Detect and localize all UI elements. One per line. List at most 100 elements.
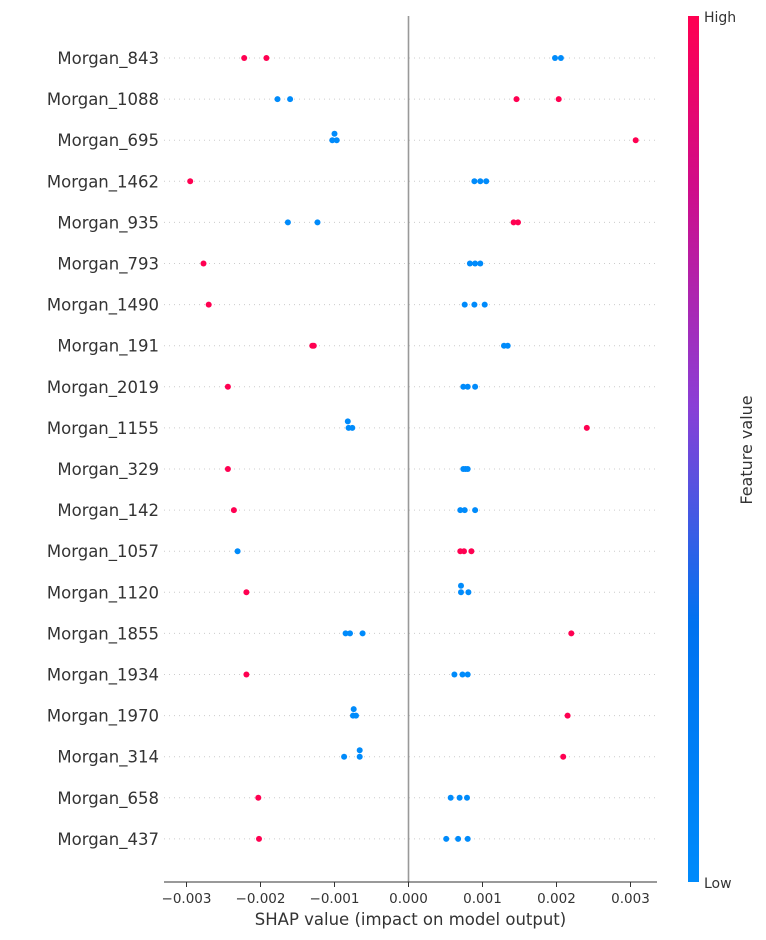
shap-point: [555, 96, 562, 103]
feature-label: Morgan_1934: [47, 666, 159, 686]
shap-point: [263, 55, 270, 61]
x-tick-label: −0.002: [236, 891, 286, 907]
shap-point: [230, 507, 237, 514]
shap-point: [464, 383, 471, 390]
shap-point: [274, 96, 281, 103]
shap-point: [243, 671, 250, 678]
shap-point: [205, 301, 212, 308]
feature-label: Morgan_695: [57, 131, 159, 151]
shap-point: [200, 260, 207, 267]
feature-label: Morgan_142: [57, 501, 159, 521]
feature-label: Morgan_1120: [47, 583, 159, 603]
feature-label: Morgan_658: [57, 789, 159, 809]
shap-point: [255, 794, 262, 801]
shap-point: [583, 424, 590, 431]
shap-point: [472, 507, 479, 514]
feature-label: Morgan_437: [57, 830, 159, 850]
x-tick-label: 0.001: [463, 891, 502, 907]
shap-point: [472, 383, 479, 390]
shap-point: [465, 589, 472, 596]
shap-point: [347, 630, 353, 637]
feature-label: Morgan_2019: [47, 378, 159, 398]
shap-point: [464, 835, 471, 842]
shap-point: [560, 753, 567, 760]
shap-point: [447, 794, 454, 801]
shap-point: [284, 219, 291, 226]
shap-point: [331, 130, 338, 137]
shap-point: [456, 794, 463, 801]
shap-point: [353, 712, 359, 719]
shap-point: [468, 548, 475, 555]
shap-point: [504, 342, 511, 349]
colorbar: High Low Feature value: [688, 10, 756, 892]
shap-point: [451, 671, 458, 678]
shap-point: [356, 747, 363, 754]
shap-point: [241, 55, 248, 61]
shap-point: [455, 835, 462, 842]
shap-point: [287, 96, 294, 103]
shap-point: [632, 137, 639, 144]
colorbar-gradient: [688, 16, 699, 882]
shap-point: [350, 706, 357, 713]
shap-point: [344, 418, 351, 425]
x-tick-label: 0.000: [389, 891, 428, 907]
shap-point: [513, 96, 520, 103]
shap-point: [472, 260, 479, 267]
shap-point: [459, 671, 466, 678]
shap-point: [461, 507, 468, 514]
shap-point: [564, 712, 571, 719]
shap-point: [471, 178, 478, 185]
shap-point: [349, 424, 356, 431]
colorbar-title: Feature value: [737, 395, 756, 504]
x-axis-title: SHAP value (impact on model output): [255, 910, 566, 929]
x-tick-label: 0.002: [537, 891, 576, 907]
shap-point: [481, 301, 488, 308]
shap-point: [461, 301, 468, 308]
shap-point: [483, 178, 490, 185]
colorbar-low-label: Low: [704, 876, 732, 892]
x-tick-label: −0.003: [162, 891, 212, 907]
shap-point: [224, 466, 231, 472]
x-tick-label: −0.001: [310, 891, 360, 907]
shap-point: [187, 178, 194, 185]
x-axis-ticks: −0.003 −0.002 −0.001 0.000 0.001 0.002 0.003: [162, 882, 650, 907]
feature-label: Morgan_1088: [47, 90, 159, 110]
shap-point: [477, 260, 484, 267]
feature-label: Morgan_843: [57, 49, 159, 69]
shap-point: [314, 219, 321, 226]
x-tick-label: 0.003: [611, 891, 650, 907]
feature-labels: Morgan_843 Morgan_1088 Morgan_695 Morgan_14…: [47, 49, 159, 850]
shap-point: [457, 507, 464, 514]
feature-label: Morgan_1855: [47, 624, 159, 644]
shap-point: [443, 835, 450, 842]
shap-point: [256, 835, 262, 842]
shap-point: [224, 383, 231, 390]
shap-point: [515, 219, 521, 226]
shap-point: [461, 548, 467, 555]
shap-point: [356, 753, 363, 760]
shap-point: [464, 794, 470, 801]
shap-point: [557, 55, 564, 61]
shap-point: [471, 301, 478, 308]
shap-point: [341, 753, 348, 760]
feature-label: Morgan_314: [57, 748, 159, 768]
feature-label: Morgan_1462: [47, 172, 159, 192]
shap-point: [466, 260, 473, 267]
shap-point: [234, 548, 241, 555]
shap-point: [464, 466, 471, 472]
feature-label: Morgan_1490: [47, 296, 159, 316]
shap-point: [510, 219, 517, 226]
shap-point: [243, 589, 250, 596]
shap-point: [310, 342, 317, 349]
colorbar-high-label: High: [704, 10, 736, 26]
feature-label: Morgan_935: [57, 213, 159, 233]
shap-point: [458, 582, 464, 589]
feature-label: Morgan_1057: [47, 542, 159, 562]
shap-point: [460, 383, 467, 390]
shap-point: [552, 55, 558, 61]
feature-label: Morgan_793: [57, 255, 159, 275]
feature-row-guides: [164, 57, 657, 840]
shap-point: [477, 178, 484, 185]
shap-point: [458, 589, 464, 596]
